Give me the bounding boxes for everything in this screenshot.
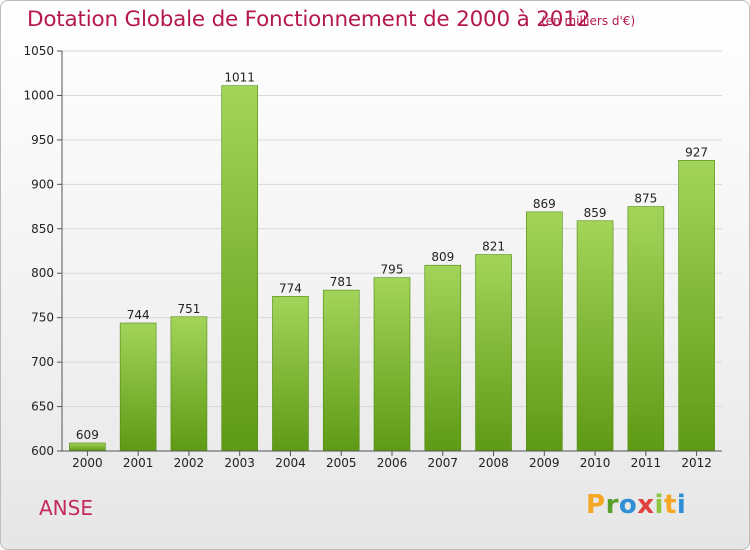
y-tick-label: 950: [31, 133, 54, 147]
bar: [69, 442, 106, 452]
data-label: 927: [685, 145, 708, 159]
x-tick-label: 2006: [377, 456, 408, 470]
x-tick-label: 2007: [427, 456, 458, 470]
data-label: 744: [127, 308, 150, 322]
bar: [627, 206, 665, 452]
commune-name: ANSE: [39, 496, 93, 520]
y-tick-label: 900: [31, 177, 54, 191]
data-label: 1011: [224, 71, 255, 85]
data-label: 809: [431, 250, 454, 264]
y-tick-label: 1000: [23, 88, 54, 102]
x-tick-label: 2010: [580, 456, 611, 470]
x-tick-label: 2002: [174, 456, 205, 470]
bar: [678, 160, 715, 452]
data-label: 751: [177, 302, 200, 316]
x-tick-label: 2000: [72, 456, 103, 470]
data-label: 781: [330, 275, 353, 289]
bar: [170, 316, 208, 452]
y-tick-label: 800: [31, 266, 54, 280]
bar: [526, 211, 563, 452]
bar: [272, 296, 309, 452]
bar: [322, 289, 360, 452]
chart-title: Dotation Globale de Fonctionnement de 20…: [27, 7, 591, 32]
bar: [424, 264, 462, 452]
x-tick-label: 2011: [631, 456, 662, 470]
y-tick-label: 700: [31, 355, 54, 369]
logo-letter: i: [676, 490, 687, 520]
logo-letter: r: [605, 490, 619, 520]
bar: [475, 254, 512, 452]
data-label: 875: [634, 192, 657, 206]
x-tick-label: 2008: [478, 456, 509, 470]
proxiti-logo: Proxiti: [586, 490, 686, 520]
y-tick-label: 750: [31, 311, 54, 325]
bar: [373, 277, 411, 452]
x-tick-label: 2009: [529, 456, 560, 470]
x-tick-label: 2003: [224, 456, 255, 470]
x-tick-label: 2005: [326, 456, 357, 470]
data-label: 859: [584, 206, 607, 220]
logo-letter: x: [637, 490, 655, 520]
logo-letter: t: [663, 490, 677, 520]
bar: [221, 85, 258, 452]
y-tick-label: 850: [31, 222, 54, 236]
bar: [119, 322, 157, 452]
logo-letter: P: [586, 490, 606, 520]
x-tick-label: 2004: [275, 456, 306, 470]
unit-note: (en milliers d'€): [541, 14, 636, 28]
data-label: 609: [76, 428, 99, 442]
data-label: 869: [533, 197, 556, 211]
data-label: 795: [381, 263, 404, 277]
logo-letter: i: [654, 490, 664, 520]
x-tick-label: 2012: [681, 456, 712, 470]
x-tick-label: 2001: [123, 456, 154, 470]
data-label: 774: [279, 281, 302, 295]
y-tick-label: 600: [31, 444, 54, 458]
bar: [576, 220, 614, 452]
data-label: 821: [482, 240, 505, 254]
logo-letter: o: [618, 490, 638, 520]
y-tick-label: 650: [31, 400, 54, 414]
y-tick-label: 1050: [23, 44, 54, 58]
